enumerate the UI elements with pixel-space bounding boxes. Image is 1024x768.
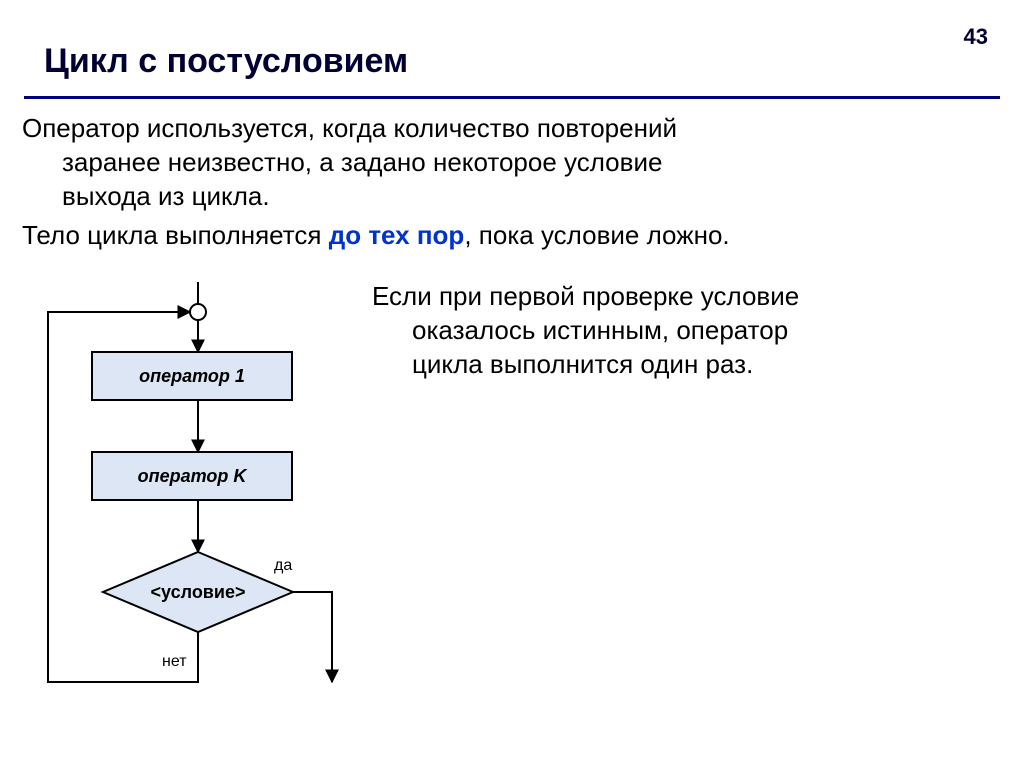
p1-line2: заранее неизвестно, а задано некоторое у…	[22, 146, 1002, 180]
p2-after: , пока условие ложно.	[464, 220, 729, 250]
flowchart-diagram: да нет оператор 1 оператор K <условие>	[22, 262, 362, 742]
slide-page: 43 Цикл с постусловием Оператор использу…	[0, 0, 1024, 768]
edge-label: да	[274, 557, 292, 574]
side-text: Если при первой проверке условие оказало…	[372, 280, 992, 381]
side-line3: цикла выполнится один раз.	[372, 348, 992, 382]
edge-label: нет	[162, 653, 187, 670]
side-line2: оказалось истинным, оператор	[372, 314, 992, 348]
decision-label: <условие>	[151, 582, 246, 602]
paragraph-1: Оператор используется, когда количество …	[22, 112, 1002, 213]
p2-emphasis: до тех пор	[329, 220, 465, 250]
p1-line3: выхода из цикла.	[22, 180, 1002, 214]
slide-title: Цикл с постусловием	[44, 42, 408, 81]
side-line1: Если при первой проверке условие	[372, 281, 799, 311]
paragraph-2: Тело цикла выполняется до тех пор, пока …	[22, 219, 1002, 253]
connector-circle	[190, 304, 206, 320]
body-text: Оператор используется, когда количество …	[22, 112, 1002, 253]
page-number: 43	[964, 24, 988, 50]
p2-before: Тело цикла выполняется	[22, 220, 329, 250]
flow-edge	[293, 592, 332, 682]
p1-line1: Оператор используется, когда количество …	[22, 113, 677, 143]
process-label: оператор K	[138, 466, 249, 486]
title-underline	[24, 96, 1000, 99]
process-label: оператор 1	[139, 366, 245, 386]
